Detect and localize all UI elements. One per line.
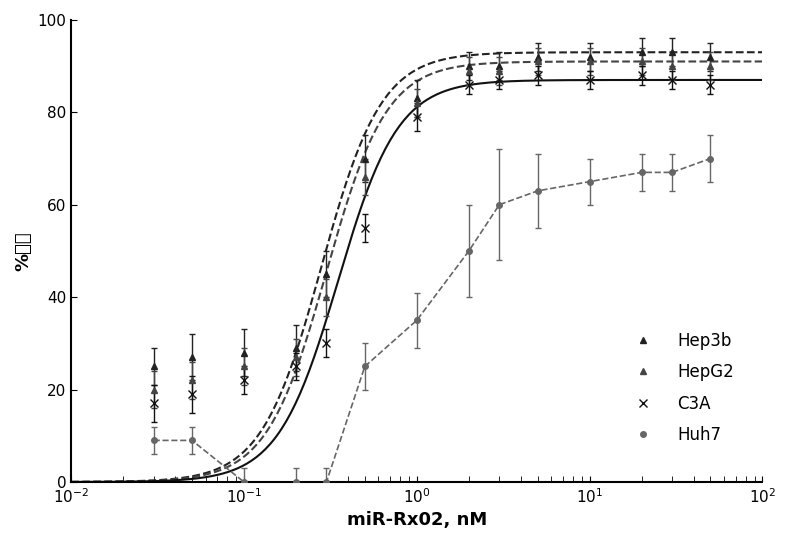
X-axis label: miR-Rx02, nM: miR-Rx02, nM xyxy=(347,511,487,529)
Y-axis label: %效应: %效应 xyxy=(14,231,32,271)
Legend: Hep3b, HepG2, C3A, Huh7: Hep3b, HepG2, C3A, Huh7 xyxy=(615,325,740,451)
